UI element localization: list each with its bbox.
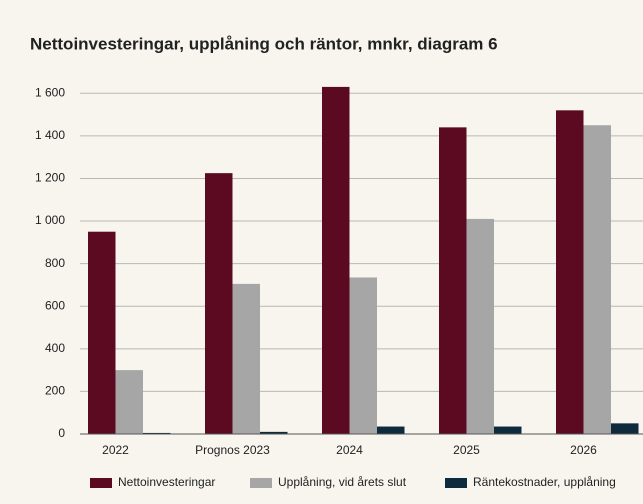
- x-tick-label: 2024: [336, 443, 363, 457]
- bar: [232, 283, 260, 434]
- bar: [115, 370, 143, 434]
- x-tick-label: 2022: [102, 443, 129, 457]
- x-tick-label: Prognos 2023: [195, 443, 270, 457]
- y-tick-label: 1 400: [35, 128, 65, 142]
- y-tick-label: 400: [45, 341, 65, 355]
- bar: [377, 426, 405, 434]
- legend-label: Räntekostnader, upplåning: [473, 475, 616, 489]
- x-tick-label: 2025: [453, 443, 480, 457]
- x-tick-label: 2026: [570, 443, 597, 457]
- legend-swatch: [250, 478, 272, 488]
- bar: [611, 423, 639, 434]
- bar: [143, 432, 171, 434]
- bar: [556, 110, 584, 435]
- legend-label: Upplåning, vid årets slut: [278, 475, 407, 489]
- legend-label: Nettoinvesteringar: [118, 475, 215, 489]
- bar: [349, 277, 377, 434]
- legend-swatch: [445, 478, 467, 488]
- bar: [260, 431, 288, 434]
- bar: [88, 231, 116, 434]
- y-tick-label: 1 000: [35, 213, 65, 227]
- y-tick-label: 600: [45, 298, 65, 312]
- bar: [494, 426, 522, 434]
- bar: [583, 125, 611, 434]
- bar: [439, 127, 467, 434]
- bar: [466, 218, 494, 434]
- bar: [205, 173, 233, 434]
- y-tick-label: 1 600: [35, 85, 65, 99]
- y-tick-label: 200: [45, 384, 65, 398]
- legend-swatch: [90, 478, 112, 488]
- bar: [322, 86, 350, 434]
- y-tick-label: 800: [45, 256, 65, 270]
- y-tick-label: 1 200: [35, 171, 65, 185]
- y-tick-label: 0: [58, 426, 65, 440]
- chart-title: Nettoinvesteringar, upplåning och räntor…: [30, 34, 498, 53]
